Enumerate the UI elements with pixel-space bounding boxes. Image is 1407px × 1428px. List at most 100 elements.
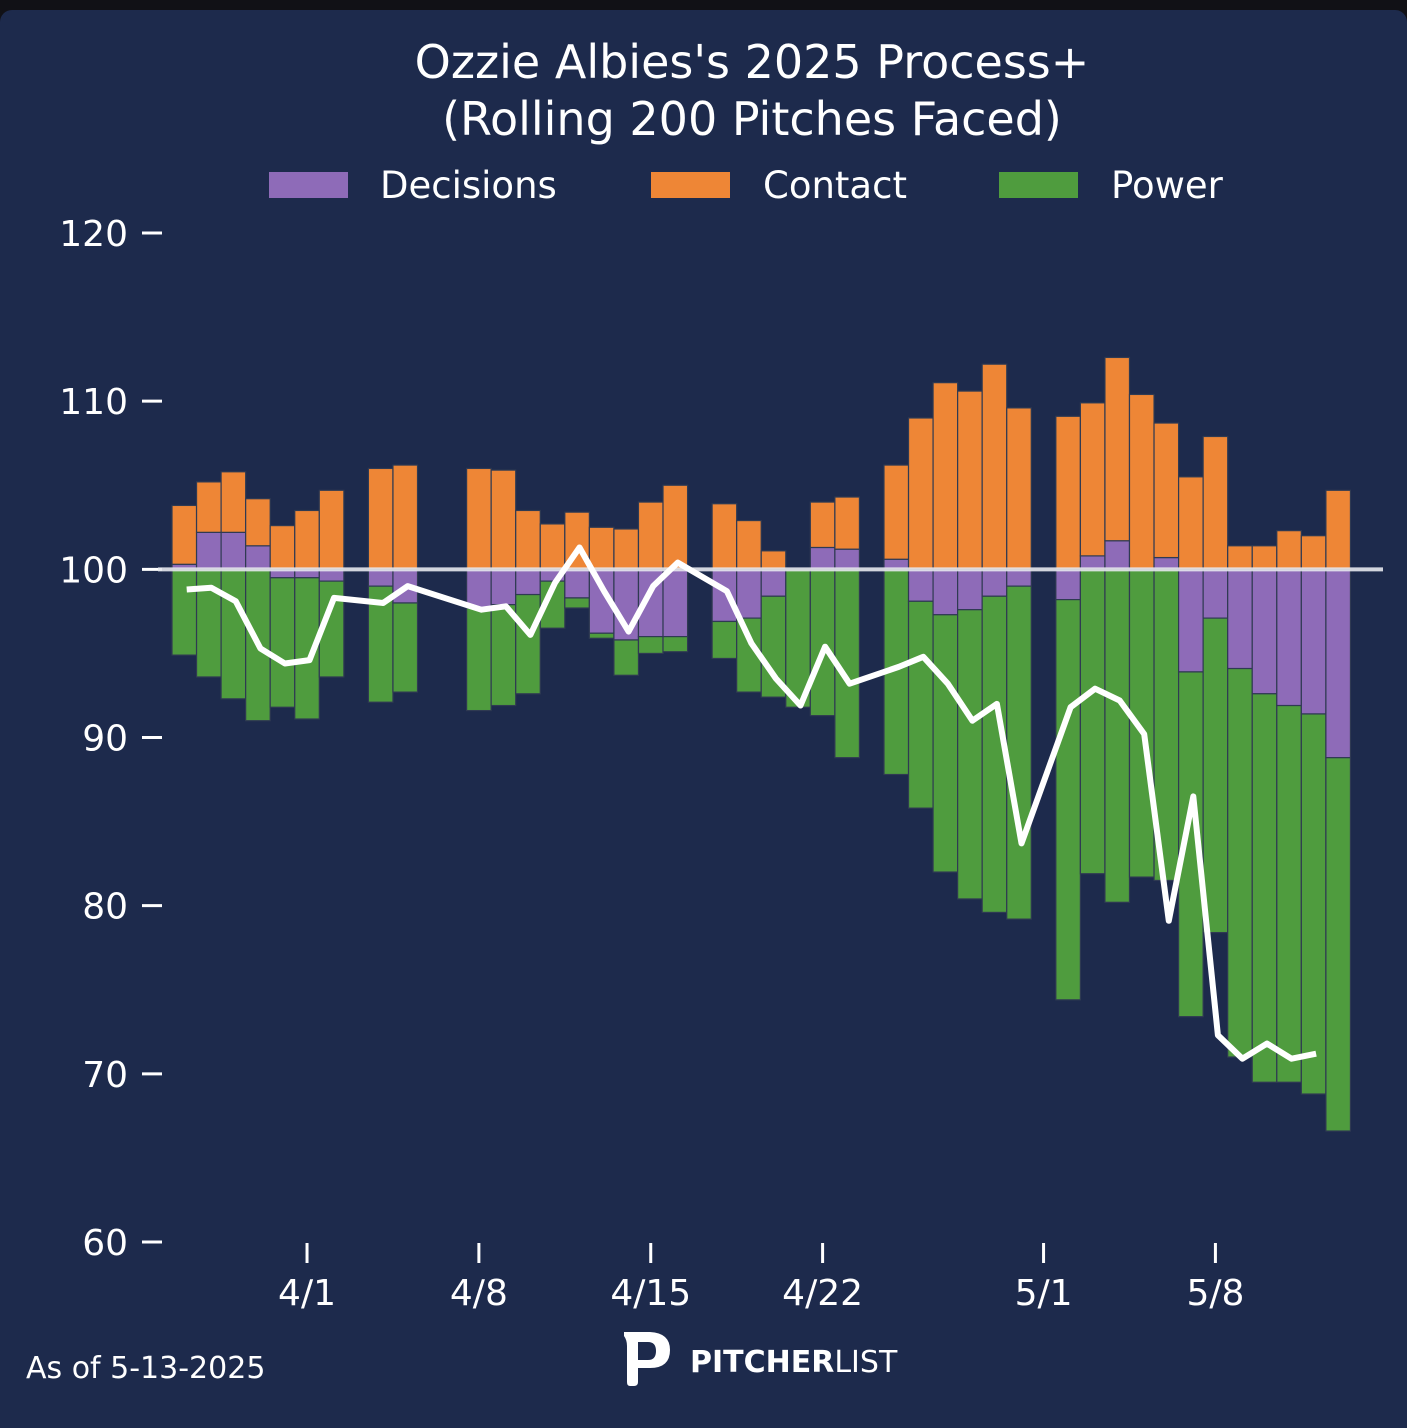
bar-stack-3-31	[269, 525, 296, 708]
pitcherlist-logo: PITCHERLIST	[624, 1332, 898, 1386]
bar-contact	[1128, 393, 1155, 570]
bar-contact	[613, 528, 640, 570]
bar-power	[1055, 599, 1081, 1001]
bar-contact	[932, 382, 959, 570]
bar-decisions	[1325, 568, 1352, 759]
bar-power	[515, 593, 541, 695]
bar-stack-5-7	[1177, 476, 1204, 1018]
bar-stack-4-25	[883, 464, 910, 776]
bar-stack-4-4	[367, 467, 394, 703]
bar-decisions	[809, 546, 836, 570]
bar-contact	[662, 484, 689, 570]
y-tick-label: 100	[59, 550, 128, 591]
bar-contact	[1006, 407, 1032, 570]
bar-power	[1079, 568, 1106, 875]
bar-decisions	[220, 531, 247, 570]
bar-stack-4-19	[736, 519, 762, 693]
y-tick-label: 110	[59, 382, 128, 423]
bar-stack-4-28	[957, 390, 983, 900]
bar-decisions	[245, 545, 271, 570]
bar-contact	[195, 481, 222, 533]
legend-label-contact: Contact	[763, 164, 907, 207]
brand-bold: PITCHER	[690, 1345, 834, 1380]
bar-decisions	[1079, 555, 1106, 570]
bar-decisions	[195, 531, 222, 570]
y-axis: 60 70 80 90 100 110 120	[59, 214, 162, 1264]
bar-stack-5-13	[1325, 489, 1352, 1132]
bar-decisions	[907, 568, 934, 602]
pitcherlist-p-icon	[624, 1332, 670, 1386]
bar-power	[760, 595, 787, 698]
chart-subtitle: (Rolling 200 Pitches Faced)	[442, 92, 1062, 146]
legend-swatch-power	[999, 172, 1078, 198]
bar-decisions	[367, 568, 394, 587]
bar-stack-4-10	[515, 509, 541, 695]
legend-label-decisions: Decisions	[380, 164, 557, 207]
bar-decisions	[1251, 568, 1278, 695]
y-tick-label: 80	[82, 887, 128, 928]
bar-stack-4-27	[932, 382, 959, 873]
bar-contact	[1325, 489, 1352, 570]
legend-label-power: Power	[1111, 164, 1224, 207]
bar-stack-4-5	[392, 464, 419, 693]
bar-contact	[588, 526, 615, 570]
bar-decisions	[736, 568, 762, 619]
bar-stack-4-8	[466, 467, 492, 712]
bar-contact	[245, 498, 271, 547]
bar-decisions	[932, 568, 959, 616]
bar-stack-5-5	[1128, 393, 1155, 878]
bar-stack-4-29	[981, 363, 1008, 913]
bar-power	[907, 600, 934, 809]
bar-power	[1202, 617, 1229, 934]
bar-decisions	[1227, 568, 1253, 670]
bar-stack-4-18	[711, 503, 738, 660]
bar-stack-4-14	[613, 528, 640, 676]
bar-contact	[392, 464, 419, 570]
bar-contact	[711, 503, 738, 570]
bar-stack-3-27	[171, 504, 198, 656]
bar-stack-4-9	[490, 469, 517, 707]
bar-contact	[907, 417, 934, 570]
bar-stack-4-30	[1006, 407, 1032, 920]
bar-decisions	[1276, 568, 1302, 707]
bar-stack-4-22	[809, 501, 836, 717]
bar-power	[1227, 667, 1253, 1058]
bar-power	[171, 568, 198, 656]
bar-decisions	[515, 568, 541, 596]
bar-contact	[1251, 545, 1278, 570]
bar-contact	[1079, 402, 1106, 557]
bar-decisions	[662, 568, 689, 638]
bar-decisions	[1202, 568, 1229, 619]
bar-contact	[760, 550, 787, 570]
bar-decisions	[957, 568, 983, 611]
bar-power	[564, 597, 590, 609]
bar-power	[269, 577, 296, 708]
y-tick-label: 90	[82, 719, 128, 760]
bar-stack-5-6	[1153, 422, 1180, 882]
y-tick-label: 70	[82, 1055, 128, 1096]
bar-stack-5-8	[1202, 435, 1229, 934]
bar-contact	[318, 489, 345, 570]
legend-swatch-contact	[651, 172, 730, 198]
bar-contact	[220, 471, 247, 533]
chart-title: Ozzie Albies's 2025 Process+	[415, 35, 1090, 89]
x-tick-label: 4/15	[610, 1273, 691, 1314]
bar-power	[588, 632, 615, 639]
bar-decisions	[1300, 568, 1327, 715]
bar-stack-4-26	[907, 417, 934, 809]
bar-power	[220, 568, 247, 700]
bar-contact	[490, 469, 517, 570]
bars	[171, 356, 1352, 1132]
bar-power	[662, 635, 689, 653]
bar-decisions	[466, 568, 492, 609]
legend-swatch-decisions	[269, 172, 348, 198]
bar-power	[367, 585, 394, 703]
x-tick-label: 4/1	[278, 1273, 336, 1314]
bar-power	[711, 620, 738, 660]
bar-contact	[294, 509, 320, 570]
bar-decisions	[1055, 568, 1081, 601]
bar-contact	[637, 501, 664, 570]
bar-power	[392, 602, 419, 693]
bar-power	[1251, 693, 1278, 1083]
bar-contact	[466, 467, 492, 570]
